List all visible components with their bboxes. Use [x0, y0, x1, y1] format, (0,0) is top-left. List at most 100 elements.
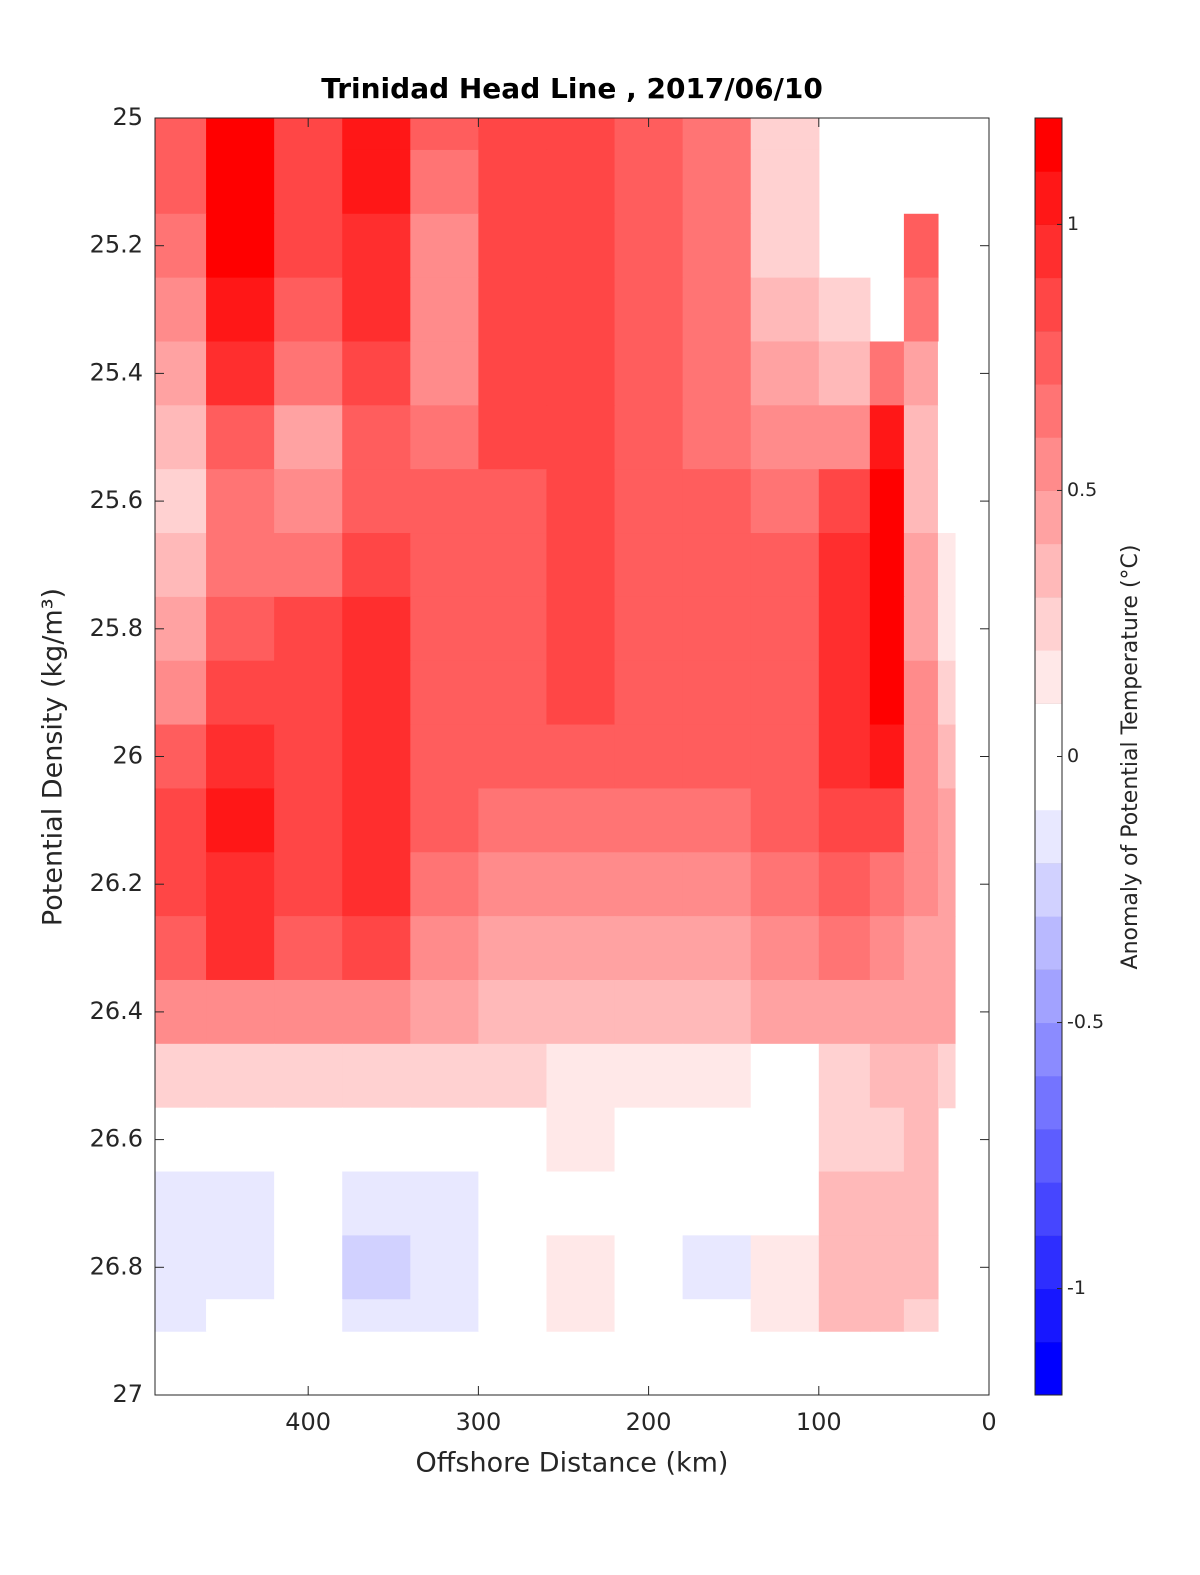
contour-cell [410, 341, 479, 406]
contour-cell [614, 1299, 684, 1332]
contour-cell [342, 852, 411, 917]
contour-cell [342, 788, 411, 853]
contour-cell [342, 1107, 411, 1173]
contour-cell [614, 1043, 684, 1109]
contour-cell [614, 788, 684, 853]
contour-cell [342, 341, 411, 406]
contour-cell [750, 341, 820, 406]
x-tick-label: 200 [626, 1408, 672, 1436]
contour-cell [869, 1043, 905, 1109]
contour-cell [937, 979, 956, 1045]
contour-cell [682, 1107, 752, 1173]
colorbar-band [1035, 490, 1062, 545]
contour-cell [903, 1235, 939, 1300]
contour-cell [206, 277, 275, 343]
colorbar-band [1035, 543, 1062, 598]
contour-cell [478, 1299, 548, 1332]
contour-cell [410, 979, 479, 1045]
contour-cell [155, 1043, 207, 1109]
contour-cell [818, 916, 871, 981]
contour-cell [342, 1043, 411, 1109]
contour-cell [546, 405, 616, 470]
colorbar-band [1035, 1128, 1062, 1183]
colorbar-band [1035, 277, 1062, 332]
contour-cell [937, 1043, 956, 1109]
contour-cell [478, 277, 548, 343]
contour-cell [206, 724, 275, 790]
y-tick-label: 25.8 [90, 614, 143, 642]
contour-cell [818, 1171, 871, 1236]
contour-cell [274, 469, 343, 534]
contour-cell [342, 213, 411, 279]
contour-cell [614, 1107, 684, 1173]
contour-cell [903, 916, 939, 981]
colorbar-band [1035, 171, 1062, 225]
contour-cell [903, 979, 939, 1045]
contour-cell [614, 1235, 684, 1300]
contour-cell [206, 788, 275, 853]
contour-cell [750, 118, 820, 151]
y-tick-label: 26.8 [90, 1252, 143, 1280]
colorbar-band [1035, 330, 1062, 385]
contour-cell [818, 788, 871, 853]
contour-cell [818, 469, 871, 534]
contour-cell [869, 660, 905, 726]
contour-cell [903, 1107, 939, 1173]
colorbar-band [1035, 1288, 1062, 1343]
contour-cell [869, 916, 905, 981]
contour-cell [869, 533, 905, 598]
contour-cell [206, 660, 275, 726]
contour-cell [478, 149, 548, 215]
contour-cell [682, 213, 752, 279]
contour-cell [818, 724, 871, 790]
contour-cell [155, 1299, 207, 1332]
contour-cell [750, 1171, 820, 1236]
contour-cell [342, 277, 411, 343]
contour-cell [750, 724, 820, 790]
contour-cell [614, 469, 684, 534]
contour-cell [614, 341, 684, 406]
contour-cell [614, 149, 684, 215]
contour-cell [869, 1235, 905, 1300]
contour-cell [750, 1235, 820, 1300]
contour-cell [206, 1043, 275, 1109]
contour-cell [614, 1171, 684, 1236]
contour-cell [682, 788, 752, 853]
y-tick-label: 25.6 [90, 486, 143, 514]
contour-cell [818, 277, 871, 343]
colorbar-tick-label: 0 [1067, 745, 1079, 767]
contour-cell [750, 533, 820, 598]
contour-cell [682, 724, 752, 790]
contour-cell [274, 149, 343, 215]
contour-cell [750, 660, 820, 726]
contour-cell [682, 1043, 752, 1109]
contour-cell [410, 1171, 479, 1236]
contour-cell [478, 1171, 548, 1236]
contour-cell [206, 852, 275, 917]
contour-cell [682, 916, 752, 981]
contour-cell [546, 1043, 616, 1109]
contour-cell [903, 724, 939, 790]
contour-cell [274, 1043, 343, 1109]
contour-cell [342, 1299, 411, 1332]
contour-cell [274, 724, 343, 790]
contour-cell [614, 724, 684, 790]
contour-cell [614, 979, 684, 1045]
colorbar-band [1035, 596, 1062, 651]
x-tick-label: 400 [285, 1408, 331, 1436]
contour-cell [682, 1171, 752, 1236]
contour-cell [546, 277, 616, 343]
contour-cell [682, 405, 752, 470]
contour-cell [342, 660, 411, 726]
contour-cell [546, 596, 616, 662]
contour-cell [869, 788, 905, 853]
contour-cell [903, 596, 939, 662]
contour-cell [206, 1107, 275, 1173]
contour-cell [410, 1043, 479, 1109]
contour-cell [903, 1043, 939, 1109]
contour-cell [546, 341, 616, 406]
contour-cell [869, 1107, 905, 1173]
y-tick-label: 25.4 [90, 358, 143, 386]
contour-cell [155, 405, 207, 470]
contour-cell [869, 596, 905, 662]
